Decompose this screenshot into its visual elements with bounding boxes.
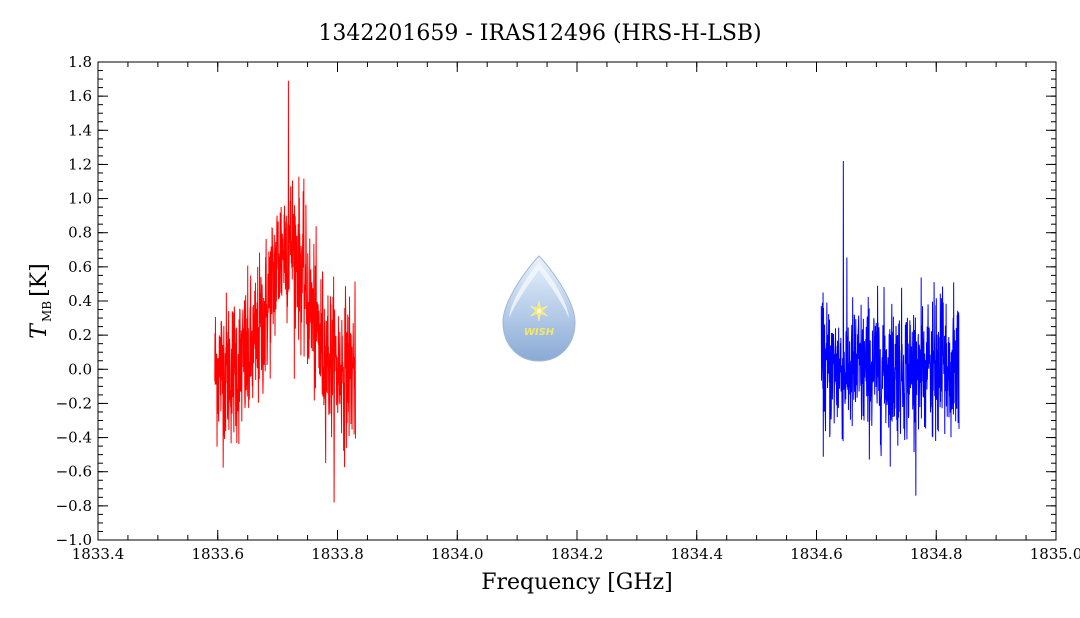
y-tick-label: 0.6 (68, 258, 92, 276)
star-icon (530, 300, 548, 322)
spectrum-series-blue (820, 161, 960, 496)
spectrum-series-red (214, 80, 356, 503)
x-tick-label: 1834.8 (910, 545, 963, 563)
star-center (536, 308, 542, 314)
x-tick-label: 1834.0 (431, 545, 484, 563)
x-tick-label: 1835.0 (1030, 545, 1080, 563)
x-tick-label: 1834.4 (671, 545, 724, 563)
y-tick-label: 1.4 (68, 121, 92, 139)
y-axis-label-unit: [K] (27, 263, 52, 297)
wish-logo: WISH (502, 255, 576, 362)
wish-logo-text: WISH (524, 327, 555, 338)
y-tick-label: −0.4 (56, 429, 92, 447)
y-tick-label: −1.0 (56, 531, 92, 549)
y-axis: −1.0 −0.8 −0.6 −0.4 −0.2 0.0 0.2 0.4 0.6 0.8 1.0 1.… (56, 53, 1056, 549)
y-axis-label: TMB [K] (27, 263, 54, 338)
y-tick-label: 1.2 (68, 155, 92, 173)
x-axis-label: Frequency [GHz] (481, 570, 673, 595)
y-tick-label: 0.2 (68, 326, 92, 344)
y-tick-label: 0.0 (68, 360, 92, 378)
chart-title: 1342201659 - IRAS12496 (HRS-H-LSB) (318, 21, 761, 46)
x-axis: 1833.4 1833.6 1833.8 1834.0 1834.2 1834.4 1834… (72, 62, 1080, 563)
x-tick-label: 1834.6 (790, 545, 843, 563)
plot-frame (97, 61, 1057, 541)
y-tick-label: −0.6 (56, 463, 92, 481)
y-tick-label: −0.8 (56, 497, 92, 515)
y-tick-label: 1.0 (68, 190, 92, 208)
x-tick-label: 1833.4 (72, 545, 125, 563)
y-tick-label: 0.4 (68, 292, 92, 310)
x-tick-label: 1833.8 (311, 545, 364, 563)
y-axis-label-main: T (27, 322, 52, 339)
y-axis-label-subscript: MB (40, 301, 54, 322)
y-tick-label: −0.2 (56, 394, 92, 412)
series-group (214, 80, 960, 503)
x-tick-label: 1833.6 (192, 545, 245, 563)
y-tick-label: 1.6 (68, 87, 92, 105)
wish-drop-highlight (509, 262, 569, 318)
y-tick-label: 0.8 (68, 224, 92, 242)
y-tick-label: 1.8 (68, 53, 92, 71)
svg-text:TMB[K]: TMB [K] (27, 263, 54, 338)
x-tick-label: 1834.2 (551, 545, 604, 563)
